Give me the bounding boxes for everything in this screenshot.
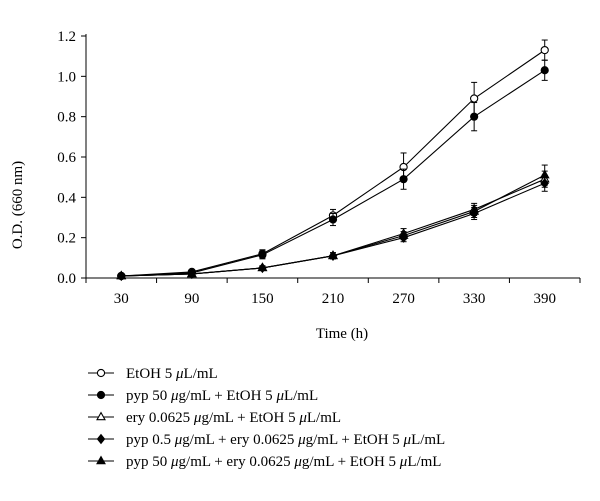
legend-label: pyp 0.5 μg/mL + ery 0.0625 μg/mL + EtOH … bbox=[126, 432, 445, 448]
data-point bbox=[116, 270, 127, 280]
y-tick-label: 1.2 bbox=[57, 29, 76, 45]
series-1 bbox=[117, 39, 549, 281]
legend-label: ery 0.0625 μg/mL + EtOH 5 μL/mL bbox=[126, 410, 341, 426]
series-line bbox=[121, 49, 546, 277]
data-point bbox=[186, 268, 197, 278]
y-tick-label: 0.6 bbox=[57, 150, 76, 166]
series-2 bbox=[117, 59, 549, 281]
legend-item-1: EtOH 5 μL/mL bbox=[88, 366, 218, 382]
series-line bbox=[121, 178, 545, 277]
x-axis-label: Time (h) bbox=[316, 326, 368, 342]
legend-label: pyp 50 μg/mL + EtOH 5 μL/mL bbox=[126, 388, 318, 404]
series-layer bbox=[116, 39, 550, 282]
data-point bbox=[399, 175, 408, 184]
legend-marker bbox=[96, 455, 106, 465]
legend-label: EtOH 5 μL/mL bbox=[126, 366, 218, 382]
y-axis-label: O.D. (660 nm) bbox=[10, 161, 26, 249]
data-point bbox=[257, 262, 268, 272]
y-tick-label: 0.8 bbox=[57, 110, 76, 126]
legend-marker bbox=[96, 433, 106, 445]
y-axis-title: O.D. (660 nm) bbox=[10, 161, 26, 249]
data-point bbox=[539, 169, 550, 179]
x-tick-label: 210 bbox=[322, 291, 345, 307]
data-point bbox=[469, 94, 479, 103]
x-tick-label: 30 bbox=[114, 291, 129, 307]
axes: 0.0 0.2 0.4 0.6 0.8 1.0 1.2 30 90 150 210 270 330 390 bbox=[57, 29, 581, 307]
series-5 bbox=[116, 164, 550, 280]
y-tick-label: 0.2 bbox=[57, 231, 76, 247]
legend-item-2: pyp 50 μg/mL + EtOH 5 μL/mL bbox=[88, 388, 318, 404]
legend-item-4: pyp 0.5 μg/mL + ery 0.0625 μg/mL + EtOH … bbox=[88, 432, 445, 448]
data-point bbox=[540, 45, 549, 55]
data-point bbox=[258, 250, 267, 259]
series-4 bbox=[117, 174, 549, 282]
x-tick-label: 270 bbox=[392, 291, 415, 307]
legend-marker bbox=[96, 390, 106, 400]
y-tick-label: 0.0 bbox=[57, 271, 76, 287]
legend: EtOH 5 μL/mL pyp 50 μg/mL + EtOH 5 μL/mL e… bbox=[88, 366, 445, 470]
legend-marker bbox=[96, 411, 106, 421]
data-point bbox=[540, 66, 549, 75]
legend-item-5: pyp 50 μg/mL + ery 0.0625 μg/mL + EtOH 5… bbox=[88, 454, 441, 470]
legend-item-3: ery 0.0625 μg/mL + EtOH 5 μL/mL bbox=[88, 410, 341, 426]
x-tick-label: 330 bbox=[463, 291, 486, 307]
legend-marker bbox=[96, 368, 106, 378]
y-tick-label: 0.4 bbox=[57, 190, 76, 206]
x-tick-label: 390 bbox=[533, 291, 556, 307]
data-point bbox=[328, 250, 338, 260]
x-tick-label: 90 bbox=[184, 291, 199, 307]
data-point bbox=[470, 112, 479, 121]
y-tick-label: 1.0 bbox=[57, 69, 76, 85]
x-tick-label: 150 bbox=[251, 291, 274, 307]
series-line bbox=[121, 182, 545, 277]
data-point bbox=[469, 205, 480, 215]
series-line bbox=[121, 69, 546, 277]
data-point bbox=[398, 230, 409, 239]
data-point bbox=[328, 215, 338, 224]
legend-label: pyp 50 μg/mL + ery 0.0625 μg/mL + EtOH 5… bbox=[126, 454, 441, 470]
